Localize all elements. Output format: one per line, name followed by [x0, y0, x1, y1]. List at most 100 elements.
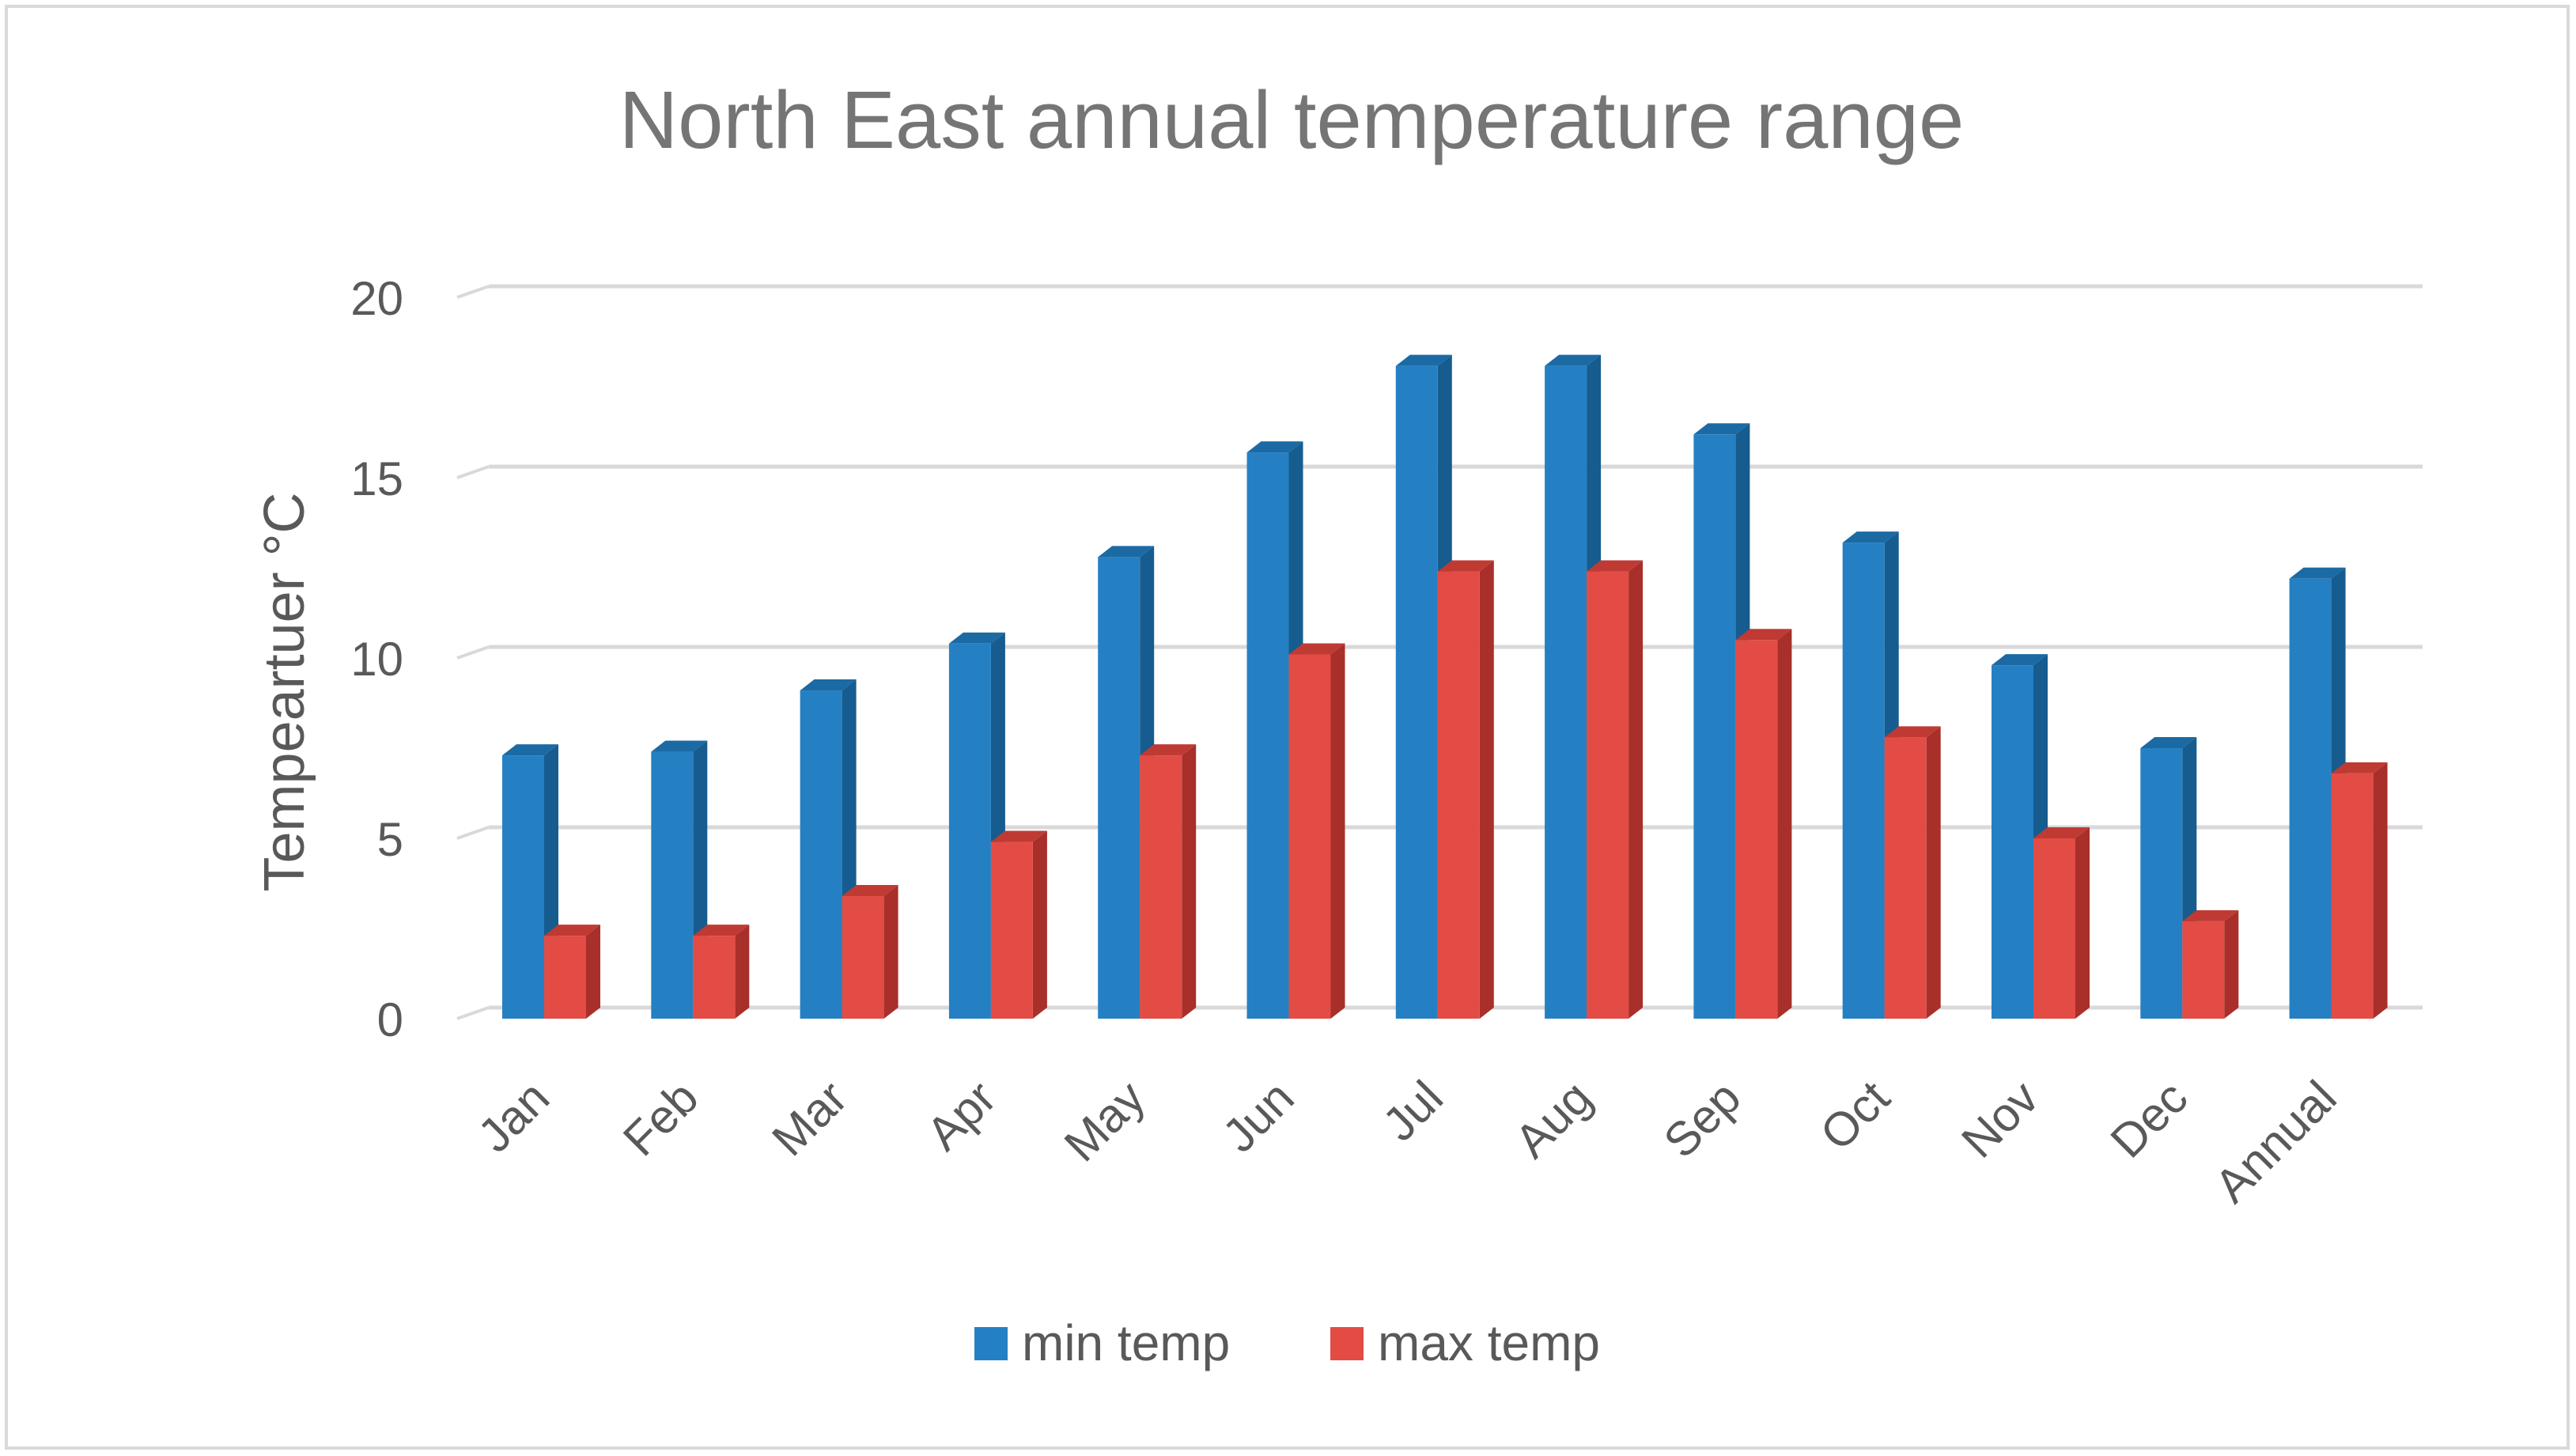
bar-front — [1992, 665, 2033, 1019]
gridline-slant — [456, 826, 490, 840]
x-tick-label: Apr — [917, 1071, 1006, 1160]
bar-side — [1182, 744, 1197, 1019]
bar-side — [1628, 560, 1644, 1019]
x-tick-label: Sep — [1654, 1071, 1751, 1168]
y-tick-label: 5 — [377, 813, 403, 866]
bar-side — [2373, 762, 2388, 1019]
bar-top — [948, 632, 1005, 644]
bar-top — [1992, 654, 2048, 666]
x-tick-label: Jun — [1212, 1071, 1304, 1163]
bar-top — [1395, 354, 1452, 366]
bar-side — [1330, 643, 1345, 1019]
bar-front — [1395, 365, 1438, 1019]
bar-top — [2033, 827, 2090, 838]
legend-swatch — [1330, 1327, 1364, 1360]
bar-max-oct — [1884, 726, 1941, 1019]
x-tick-label: Feb — [613, 1071, 708, 1166]
bar-side — [1479, 560, 1494, 1019]
y-tick-label: 0 — [377, 993, 403, 1046]
x-tick-label: Jan — [467, 1071, 559, 1163]
bar-top — [544, 925, 600, 936]
y-axis-ticks: 0 5 10 15 20 — [350, 272, 403, 1046]
chart-title: North East annual temperature range — [619, 74, 1965, 165]
bar-top — [1246, 441, 1303, 453]
bar-front — [651, 751, 694, 1019]
bar-front — [842, 895, 884, 1019]
bar-top — [1140, 744, 1197, 756]
bar-front — [1693, 434, 1736, 1019]
bar-top — [651, 740, 708, 752]
x-tick-label: Dec — [2101, 1071, 2198, 1168]
bar-side — [1777, 629, 1792, 1019]
bar-side — [2224, 910, 2239, 1019]
legend-swatch — [974, 1327, 1008, 1360]
legend-item-min-temp: min temp — [974, 1314, 1230, 1371]
x-tick-label: Annual — [2204, 1071, 2346, 1212]
bar-max-aug — [1587, 560, 1644, 1019]
bar-front — [1140, 755, 1182, 1019]
legend: min temp max temp — [974, 1314, 1600, 1371]
bar-max-annual — [2331, 762, 2388, 1019]
bar-max-sep — [1735, 629, 1792, 1019]
bar-front — [800, 690, 842, 1019]
bar-front — [2033, 838, 2075, 1019]
bar-front — [990, 841, 1033, 1019]
bar-side — [1926, 726, 1941, 1019]
gridline-slant — [456, 645, 490, 660]
bar-front — [1735, 640, 1778, 1019]
y-tick-label: 20 — [350, 272, 403, 325]
gridline-slant — [456, 285, 490, 299]
bar-side — [2075, 827, 2090, 1019]
bar-side — [735, 925, 750, 1019]
bar-top — [2182, 910, 2239, 921]
bar-front — [1246, 452, 1289, 1019]
x-tick-label: Mar — [762, 1071, 857, 1166]
bar-min-mar — [800, 679, 857, 1019]
bar-max-jul — [1437, 560, 1494, 1019]
x-tick-label: Nov — [1951, 1071, 2048, 1168]
bars — [502, 354, 2388, 1019]
bar-min-feb — [651, 740, 708, 1019]
bar-front — [1884, 737, 1927, 1019]
bar-top — [1587, 560, 1644, 572]
y-tick-label: 10 — [350, 633, 403, 686]
bar-front — [1842, 543, 1885, 1019]
bar-side — [1032, 830, 1047, 1019]
bar-top — [2289, 567, 2346, 579]
bar-max-may — [1140, 744, 1197, 1019]
bar-front — [1587, 571, 1629, 1019]
legend-label: max temp — [1378, 1314, 1600, 1371]
bar-max-jun — [1288, 643, 1345, 1019]
x-axis-ticks: Jan Feb Mar Apr May Jun Jul Aug Sep Oct Nov Dec Annu… — [467, 1071, 2346, 1213]
bar-max-nov — [2033, 827, 2090, 1019]
bar-min-sep — [1693, 423, 1750, 1019]
bar-front — [544, 936, 586, 1019]
bar-front — [948, 643, 991, 1019]
x-tick-label: May — [1054, 1071, 1156, 1172]
bar-front — [1545, 365, 1587, 1019]
bar-top — [1545, 354, 1602, 366]
bar-top — [1884, 726, 1941, 738]
bar-front — [1098, 557, 1140, 1019]
bar-top — [1842, 531, 1899, 543]
bar-front — [1437, 571, 1480, 1019]
bar-max-apr — [990, 830, 1047, 1019]
bar-front — [2140, 748, 2183, 1019]
y-tick-label: 15 — [350, 452, 403, 505]
bar-max-jan — [544, 925, 600, 1019]
bar-front — [693, 936, 736, 1019]
bar-front — [1288, 654, 1331, 1019]
x-tick-label: Jul — [1372, 1071, 1453, 1152]
bar-top — [990, 830, 1047, 842]
x-tick-label: Aug — [1504, 1071, 1602, 1168]
bar-top — [1735, 629, 1792, 641]
gridline-slant — [456, 465, 490, 479]
bar-max-dec — [2182, 910, 2239, 1019]
bar-top — [1437, 560, 1494, 572]
bar-top — [800, 679, 857, 691]
bar-front — [2289, 578, 2332, 1019]
bar-top — [842, 884, 898, 896]
x-tick-label: Oct — [1810, 1071, 1901, 1161]
bar-front — [502, 755, 544, 1019]
bar-max-mar — [842, 884, 898, 1019]
